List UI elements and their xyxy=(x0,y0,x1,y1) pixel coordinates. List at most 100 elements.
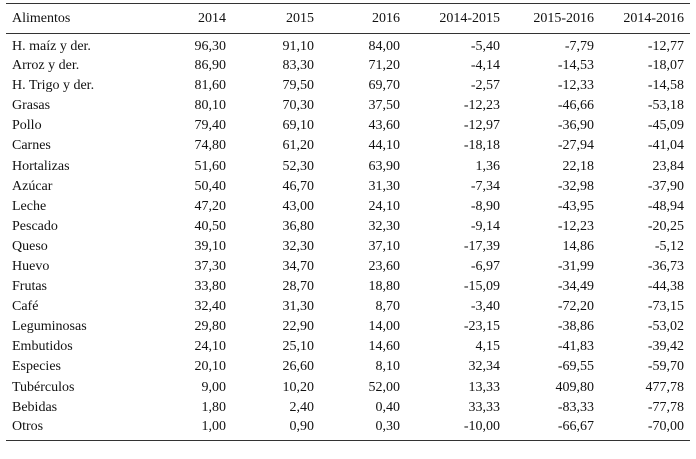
cell-change-2014-2016: -45,09 xyxy=(647,118,684,134)
cell-2014: 81,60 xyxy=(194,78,227,94)
cell-2016: 84,00 xyxy=(368,39,401,54)
cell-change-2014-2015: -9,14 xyxy=(470,218,500,234)
cell-food: Leguminosas xyxy=(12,319,87,335)
cell-2016: 52,00 xyxy=(368,379,401,395)
cell-2015: 91,10 xyxy=(282,39,315,54)
cell-2014: 9,00 xyxy=(201,379,227,395)
cell-2015: 32,30 xyxy=(282,238,315,254)
cell-2016: 69,70 xyxy=(368,78,401,94)
table-row: Embutidos 24,10 25,10 14,60 4,15 -41,83 -39,42 xyxy=(6,337,690,357)
cell-change-2015-2016: -12,33 xyxy=(557,78,594,94)
cell-change-2014-2016: 23,84 xyxy=(652,158,685,174)
cell-2015: 36,80 xyxy=(282,218,315,234)
cell-change-2015-2016: -7,79 xyxy=(564,39,594,54)
cell-change-2014-2015: 33,33 xyxy=(468,399,501,415)
table-row: Leguminosas 29,80 22,90 14,00 -23,15 -38,86 -5… xyxy=(6,317,690,337)
cell-change-2014-2015: -4,14 xyxy=(470,58,500,74)
header-2015-2016: 2015-2016 xyxy=(506,3,600,34)
cell-change-2015-2016: -43,95 xyxy=(557,198,594,214)
header-2014-2016: 2014-2016 xyxy=(600,3,690,34)
cell-change-2015-2016: -66,67 xyxy=(506,417,600,441)
cell-change-2014-2015: -5,40 xyxy=(470,39,500,54)
cell-change-2015-2016: -12,23 xyxy=(557,218,594,234)
cell-food: H. Trigo y der. xyxy=(12,78,95,94)
cell-2015: 25,10 xyxy=(282,339,315,355)
cell-food: Embutidos xyxy=(12,339,73,355)
cell-2015: 26,60 xyxy=(282,359,315,375)
cell-change-2014-2015: -10,00 xyxy=(406,417,506,441)
cell-change-2015-2016: -14,53 xyxy=(557,58,594,74)
table-row: Otros 1,00 0,90 0,30 -10,00 -66,67 -70,00 xyxy=(6,417,690,441)
cell-change-2014-2015: -12,97 xyxy=(463,118,500,134)
cell-2016: 71,20 xyxy=(368,58,401,74)
cell-change-2015-2016: -34,49 xyxy=(557,279,594,295)
cell-food: Pescado xyxy=(12,218,58,234)
cell-change-2015-2016: -36,90 xyxy=(557,118,594,134)
table-header: Alimentos 2014 2015 2016 2014-2015 2015-… xyxy=(6,3,690,34)
cell-2015: 46,70 xyxy=(282,178,315,194)
cell-2014: 1,80 xyxy=(201,399,227,415)
cell-food: Pollo xyxy=(12,118,42,134)
cell-2016: 14,00 xyxy=(368,319,401,335)
cell-2014: 47,20 xyxy=(194,198,227,214)
table-row: Pescado 40,50 36,80 32,30 -9,14 -12,23 -20,25 xyxy=(6,217,690,237)
cell-2014: 50,40 xyxy=(194,178,227,194)
table-row: Arroz y der. 86,90 83,30 71,20 -4,14 -14,53 -1… xyxy=(6,56,690,76)
cell-2016: 0,40 xyxy=(375,399,401,415)
cell-food: Café xyxy=(12,299,39,315)
cell-change-2014-2015: -7,34 xyxy=(470,178,500,194)
cell-2014: 24,10 xyxy=(194,339,227,355)
cell-change-2014-2015: 32,34 xyxy=(468,359,501,375)
cell-change-2014-2016: -20,25 xyxy=(647,218,684,234)
cell-change-2014-2016: -73,15 xyxy=(647,299,684,315)
cell-change-2014-2015: 13,33 xyxy=(468,379,501,395)
cell-2014: 32,40 xyxy=(194,299,227,315)
table-body: H. maíz y der. 96,30 91,10 84,00 -5,40 -7,79 -… xyxy=(6,34,690,441)
cell-change-2014-2016: -44,38 xyxy=(647,279,684,295)
table-row: H. maíz y der. 96,30 91,10 84,00 -5,40 -7,79 -… xyxy=(6,34,690,57)
table-row: Frutas 33,80 28,70 18,80 -15,09 -34,49 -44,38 xyxy=(6,277,690,297)
cell-2014: 40,50 xyxy=(194,218,227,234)
cell-food: Hortalizas xyxy=(12,158,70,174)
cell-2016: 37,10 xyxy=(368,238,401,254)
cell-2016: 43,60 xyxy=(368,118,401,134)
table-row: Carnes 74,80 61,20 44,10 -18,18 -27,94 -41,04 xyxy=(6,136,690,156)
header-2014-2015: 2014-2015 xyxy=(406,3,506,34)
cell-2015: 0,90 xyxy=(232,417,320,441)
cell-change-2014-2015: 1,36 xyxy=(475,158,501,174)
header-alimentos: Alimentos xyxy=(6,3,144,34)
header-2014: 2014 xyxy=(144,3,232,34)
cell-change-2014-2016: -37,90 xyxy=(647,178,684,194)
cell-change-2015-2016: -72,20 xyxy=(557,299,594,315)
header-2015: 2015 xyxy=(232,3,320,34)
cell-food: Especies xyxy=(12,359,61,375)
cell-2016: 31,30 xyxy=(368,178,401,194)
cell-food: Azúcar xyxy=(12,178,53,194)
table-row: Bebidas 1,80 2,40 0,40 33,33 -83,33 -77,78 xyxy=(6,398,690,418)
cell-food: Queso xyxy=(12,238,48,254)
cell-change-2014-2016: -36,73 xyxy=(647,258,684,274)
cell-2016: 8,70 xyxy=(375,299,401,315)
cell-change-2014-2016: -77,78 xyxy=(647,399,684,415)
table-row: Grasas 80,10 70,30 37,50 -12,23 -46,66 -53,18 xyxy=(6,96,690,116)
cell-change-2014-2015: -23,15 xyxy=(463,319,500,335)
cell-change-2014-2015: -2,57 xyxy=(470,78,500,94)
cell-change-2014-2015: -15,09 xyxy=(463,279,500,295)
cell-change-2014-2016: -53,02 xyxy=(647,319,684,335)
table-row: H. Trigo y der. 81,60 79,50 69,70 -2,57 -12,3… xyxy=(6,76,690,96)
cell-change-2014-2015: -17,39 xyxy=(463,238,500,254)
cell-2016: 37,50 xyxy=(368,98,401,114)
cell-2014: 29,80 xyxy=(194,319,227,335)
cell-change-2015-2016: 22,18 xyxy=(562,158,595,174)
cell-change-2014-2015: -12,23 xyxy=(463,98,500,114)
cell-change-2015-2016: -83,33 xyxy=(557,399,594,415)
cell-change-2014-2015: -8,90 xyxy=(470,198,500,214)
cell-food: Huevo xyxy=(12,258,50,274)
cell-change-2014-2015: -3,40 xyxy=(470,299,500,315)
cell-2014: 1,00 xyxy=(144,417,232,441)
cell-2015: 83,30 xyxy=(282,58,315,74)
cell-2015: 61,20 xyxy=(282,138,315,154)
cell-2014: 74,80 xyxy=(194,138,227,154)
cell-change-2014-2016: -53,18 xyxy=(647,98,684,114)
cell-change-2014-2016: -12,77 xyxy=(647,39,684,54)
